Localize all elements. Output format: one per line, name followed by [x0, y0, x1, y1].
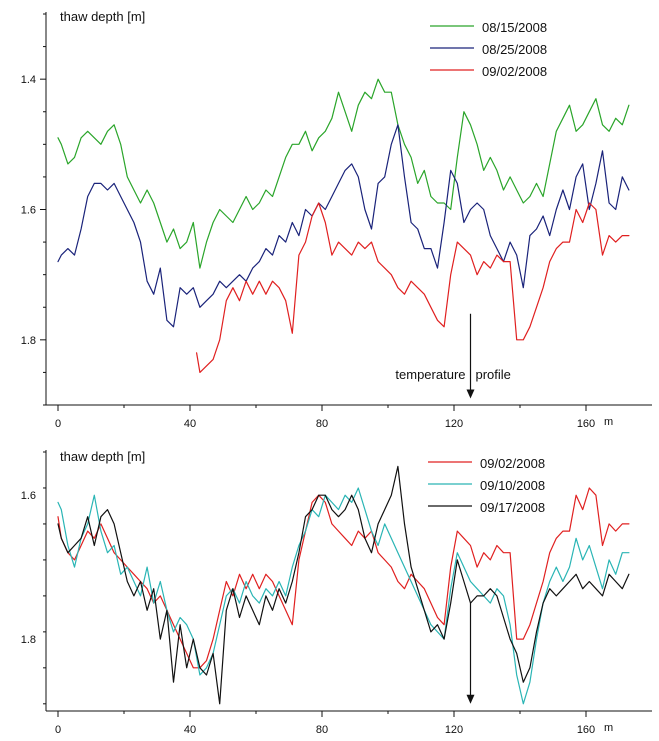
x-tick-label: 40: [184, 418, 196, 430]
y-tick-label: 1.6: [21, 490, 36, 502]
x-tick-label: 80: [316, 724, 328, 736]
legend-label: 09/10/2008: [480, 478, 545, 493]
legend-label: 09/17/2008: [480, 500, 545, 515]
x-tick-label: 40: [184, 724, 196, 736]
x-tick-label: 160: [577, 418, 595, 430]
series-line-08/15/2008: [57, 78, 630, 269]
legend-label: 08/15/2008: [482, 20, 547, 35]
series-line-09/02/2008: [196, 202, 630, 373]
x-unit-label: m: [604, 722, 613, 734]
annotation-label: temperature: [395, 367, 465, 382]
annotation-arrow-head: [466, 694, 475, 704]
x-unit-label: m: [604, 416, 613, 428]
series-line-08/25/2008: [57, 124, 630, 328]
y-tick-label: 1.4: [21, 74, 36, 86]
y-axis-label: thaw depth [m]: [60, 449, 145, 464]
x-tick-label: 0: [55, 724, 61, 736]
legend-label: 09/02/2008: [480, 456, 545, 471]
annotation-label: profile: [476, 367, 511, 382]
x-tick-label: 120: [445, 724, 463, 736]
legend-label: 09/02/2008: [482, 64, 547, 79]
legend-label: 08/25/2008: [482, 42, 547, 57]
y-axis-label: thaw depth [m]: [60, 9, 145, 24]
series-line-09/02/2008: [57, 487, 630, 669]
x-tick-label: 120: [445, 418, 463, 430]
y-tick-label: 1.8: [21, 335, 36, 347]
annotation-arrow-head: [466, 389, 475, 399]
panel-bottom-chart: 1.6 1.8 0 40 80 120 160 m thaw depth [m] 09/02/20…: [21, 449, 652, 736]
series-line-09/17/2008: [57, 465, 630, 705]
x-tick-label: 0: [55, 418, 61, 430]
y-tick-label: 1.8: [21, 634, 36, 646]
x-tick-label: 160: [577, 724, 595, 736]
panel-top-chart: 1.4 1.6 1.8 0 40 80 120 160 m thaw depth [m] 08/15…: [21, 9, 652, 430]
x-tick-label: 80: [316, 418, 328, 430]
series-line-09/10/2008: [57, 487, 630, 705]
y-tick-label: 1.6: [21, 205, 36, 217]
